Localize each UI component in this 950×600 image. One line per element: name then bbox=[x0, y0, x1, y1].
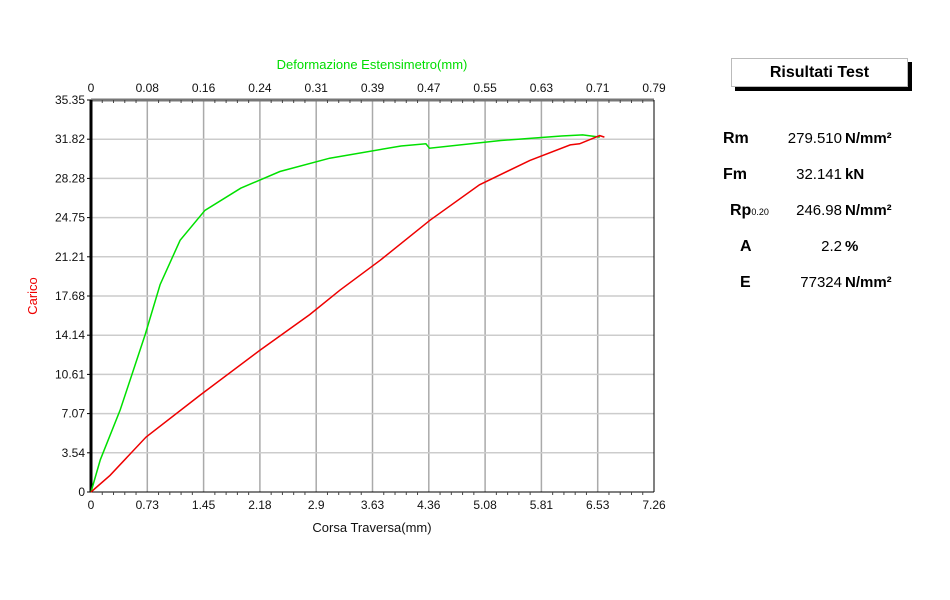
result-unit: N/mm² bbox=[845, 202, 892, 219]
y-tick-label: 7.07 bbox=[62, 407, 86, 421]
top-tick-label: 0.47 bbox=[417, 81, 441, 95]
x-tick-label: 7.26 bbox=[642, 498, 666, 512]
x-axis-label: Corsa Traversa(mm) bbox=[312, 520, 431, 535]
result-label: Rm bbox=[723, 130, 749, 147]
series bbox=[90, 134, 605, 493]
grid bbox=[89, 98, 655, 493]
top-tick-label: 0 bbox=[88, 81, 95, 95]
y-tick-label: 10.61 bbox=[55, 367, 85, 381]
y-tick-label: 14.14 bbox=[55, 328, 85, 342]
x-tick-label: 2.18 bbox=[248, 498, 272, 512]
result-label: Rp0.20 bbox=[730, 202, 769, 219]
result-unit: N/mm² bbox=[845, 274, 892, 291]
top-tick-label: 0.08 bbox=[136, 81, 160, 95]
x-tick-label: 0.73 bbox=[136, 498, 160, 512]
result-label-subscript: 0.20 bbox=[751, 207, 769, 217]
y-tick-label: 31.82 bbox=[55, 132, 85, 146]
y-tick-label: 17.68 bbox=[55, 289, 85, 303]
top-tick-label: 0.55 bbox=[473, 81, 497, 95]
y-tick-label: 28.28 bbox=[55, 171, 85, 185]
x-tick-label: 2.9 bbox=[308, 498, 325, 512]
tensile-test-chart: 000.730.081.450.162.180.242.90.313.630.3… bbox=[25, 57, 666, 535]
y-tick-label: 3.54 bbox=[62, 446, 86, 460]
result-value: 32.141 bbox=[796, 166, 842, 183]
top-tick-label: 0.24 bbox=[248, 81, 272, 95]
result-unit: % bbox=[845, 238, 859, 255]
top-axis-label: Deformazione Estensimetro(mm) bbox=[277, 57, 468, 72]
result-label: E bbox=[740, 274, 751, 291]
x-tick-label: 4.36 bbox=[417, 498, 441, 512]
result-value: 279.510 bbox=[787, 130, 842, 147]
result-row-e: E 77324 N/mm² bbox=[700, 274, 950, 298]
x-tick-label: 1.45 bbox=[192, 498, 216, 512]
top-tick-label: 0.71 bbox=[586, 81, 610, 95]
top-tick-label: 0.79 bbox=[642, 81, 666, 95]
result-value: 246.98 bbox=[796, 202, 842, 219]
y-tick-label: 35.35 bbox=[55, 93, 85, 107]
result-value: 2.2 bbox=[821, 238, 842, 255]
x-tick-label: 5.08 bbox=[473, 498, 497, 512]
y-tick-label: 24.75 bbox=[55, 211, 85, 225]
results-title: Risultati Test bbox=[731, 58, 908, 87]
ticks: 000.730.081.450.162.180.242.90.313.630.3… bbox=[55, 81, 666, 512]
y-axis-label: Carico bbox=[25, 277, 40, 315]
extensometer-curve bbox=[90, 134, 600, 493]
crosshead-curve bbox=[90, 134, 605, 493]
x-tick-label: 3.63 bbox=[361, 498, 385, 512]
result-label: A bbox=[740, 238, 752, 255]
result-row-rm: Rm 279.510 N/mm² bbox=[700, 130, 950, 154]
y-tick-label: 21.21 bbox=[55, 250, 85, 264]
result-label: Fm bbox=[723, 166, 747, 183]
top-tick-label: 0.39 bbox=[361, 81, 385, 95]
result-row-a: A 2.2% bbox=[700, 238, 950, 262]
top-tick-label: 0.31 bbox=[305, 81, 329, 95]
result-unit: N/mm² bbox=[845, 130, 892, 147]
result-row-rp: Rp0.20 246.98 N/mm² bbox=[700, 202, 950, 226]
x-tick-label: 0 bbox=[88, 498, 95, 512]
x-tick-label: 6.53 bbox=[586, 498, 610, 512]
x-tick-label: 5.81 bbox=[530, 498, 554, 512]
result-value: 77324 bbox=[800, 274, 842, 291]
y-tick-label: 0 bbox=[78, 485, 85, 499]
top-tick-label: 0.16 bbox=[192, 81, 216, 95]
result-unit: kN bbox=[845, 166, 865, 183]
top-tick-label: 0.63 bbox=[530, 81, 554, 95]
result-row-fm: Fm 32.141 kN bbox=[700, 166, 950, 190]
